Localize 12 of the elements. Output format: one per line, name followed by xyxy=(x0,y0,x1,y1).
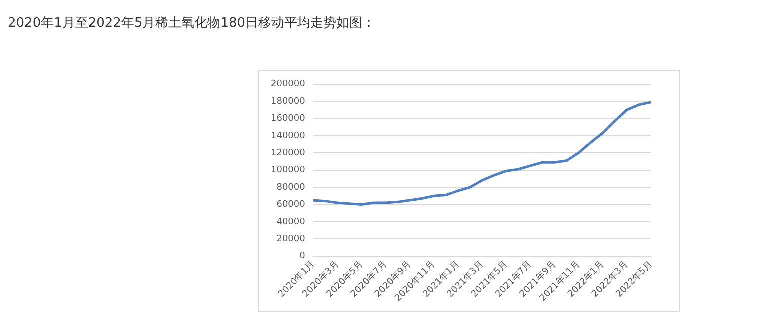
y-tick-label: 100000 xyxy=(270,166,306,176)
y-tick-label: 40000 xyxy=(276,217,306,228)
y-tick-label: 160000 xyxy=(270,114,306,124)
y-tick-label: 80000 xyxy=(276,182,306,193)
y-tick-label: 0 xyxy=(300,252,306,262)
y-tick-label: 60000 xyxy=(276,200,306,210)
y-tick-label: 20000 xyxy=(276,234,306,244)
text: 2020年1月至2022年5月稀土氧化物180日移动平均走势如图： xyxy=(8,15,376,32)
y-tick-label: 180000 xyxy=(270,96,306,107)
y-tick-label: 140000 xyxy=(270,131,306,142)
y-tick-label: 120000 xyxy=(270,148,306,159)
y-tick-label: 200000 xyxy=(270,80,306,90)
